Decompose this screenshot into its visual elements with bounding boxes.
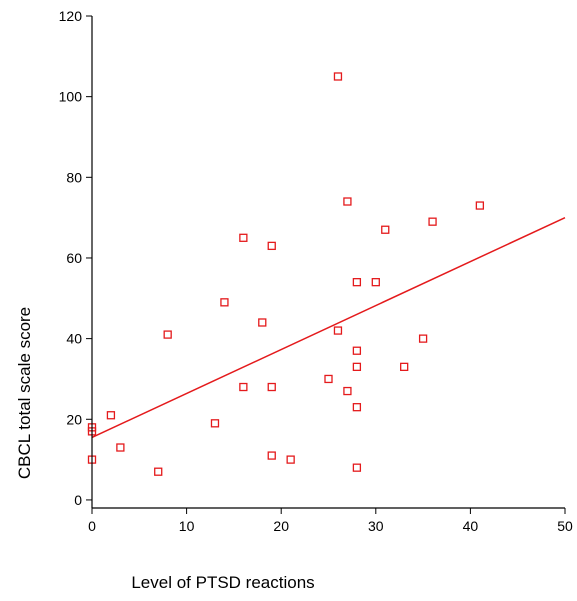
data-point bbox=[371, 278, 380, 287]
data-point bbox=[418, 334, 428, 343]
data-point bbox=[352, 463, 362, 472]
x-tick-label: 0 bbox=[88, 518, 96, 534]
data-point bbox=[428, 217, 437, 226]
y-tick-label: 120 bbox=[59, 8, 83, 24]
data-point bbox=[352, 403, 362, 412]
data-point bbox=[267, 382, 276, 392]
data-point bbox=[106, 411, 116, 420]
data-point bbox=[343, 197, 352, 206]
x-tick-label: 50 bbox=[557, 518, 573, 534]
data-point bbox=[239, 382, 248, 392]
data-point bbox=[352, 346, 362, 355]
y-tick-label: 0 bbox=[74, 492, 82, 508]
x-tick-label: 10 bbox=[179, 518, 195, 534]
data-point bbox=[154, 467, 163, 476]
regression-line bbox=[91, 216, 566, 439]
y-axis-title: CBCL total scale score bbox=[15, 307, 34, 479]
plot-area bbox=[87, 72, 566, 476]
y-tick-label: 80 bbox=[66, 169, 82, 185]
data-point bbox=[239, 233, 248, 242]
data-point bbox=[400, 362, 409, 372]
tick-labels: 0 20 40 60 80 100 120 0 10 20 30 40 50 bbox=[59, 8, 573, 534]
data-point bbox=[220, 298, 229, 307]
data-point bbox=[210, 419, 220, 428]
data-point bbox=[352, 278, 362, 287]
y-tick-label: 20 bbox=[66, 411, 82, 427]
x-tick-label: 30 bbox=[368, 518, 384, 534]
data-point bbox=[381, 225, 390, 234]
data-point bbox=[333, 326, 343, 335]
y-tick-label: 40 bbox=[66, 331, 82, 347]
y-tick-label: 100 bbox=[59, 89, 83, 105]
axes bbox=[86, 15, 566, 514]
data-point bbox=[258, 318, 267, 327]
data-point bbox=[163, 330, 172, 339]
x-tick-label: 20 bbox=[273, 518, 289, 534]
data-point bbox=[475, 201, 485, 210]
y-tick-label: 60 bbox=[66, 250, 82, 266]
data-point bbox=[352, 362, 362, 372]
data-point bbox=[116, 443, 125, 452]
data-point bbox=[343, 386, 352, 396]
data-point bbox=[267, 241, 276, 251]
data-point bbox=[333, 72, 343, 81]
data-point bbox=[324, 374, 333, 384]
data-point bbox=[286, 455, 295, 464]
data-point bbox=[267, 451, 276, 460]
x-tick-label: 40 bbox=[463, 518, 479, 534]
x-axis-title: Level of PTSD reactions bbox=[131, 573, 314, 592]
